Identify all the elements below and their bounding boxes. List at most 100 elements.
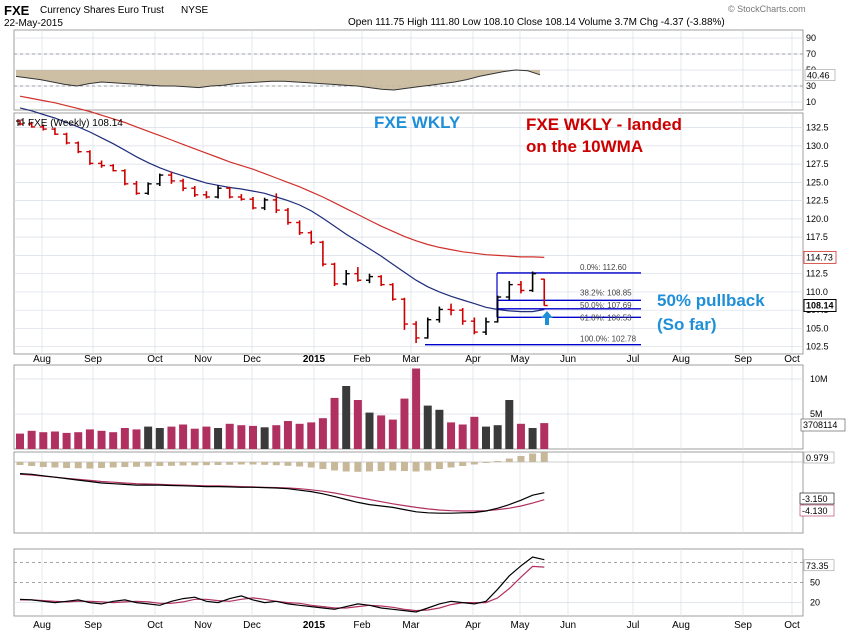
x-tick-label-bottom: 2015	[303, 620, 326, 631]
macd-value-tag-box	[799, 492, 835, 505]
price-tick-label: 102.5	[806, 342, 829, 352]
volume-bar	[540, 423, 549, 449]
volume-bar	[318, 418, 327, 449]
macd-histogram-bar	[296, 462, 304, 467]
macd-histogram-bar	[191, 462, 199, 466]
close-value-tag-box	[803, 299, 837, 313]
macd-histogram-bar	[435, 462, 443, 469]
macd-histogram-bar	[202, 462, 210, 466]
volume-bar	[27, 430, 36, 449]
macd-histogram-bar	[319, 462, 327, 469]
macd-histogram-bar	[447, 462, 455, 468]
macd-histogram-bar	[179, 462, 187, 466]
macd-hist-tag-box	[803, 451, 835, 464]
ohlc-legend-icon	[16, 118, 25, 126]
volume-bar	[249, 425, 257, 449]
ma30-value-tag: 114.73	[806, 252, 833, 262]
panel-frame-vol	[13, 364, 804, 450]
volume-bar	[214, 428, 223, 449]
volume-bar	[132, 429, 141, 449]
price-tick-label: 122.5	[806, 196, 829, 206]
price-tick-label: 120.0	[806, 214, 829, 224]
volume-value-tag-box	[800, 418, 846, 432]
x-tick-label: Jun	[560, 354, 576, 365]
stoch-value-tag-box	[803, 559, 835, 572]
price-tick-label: 132.5	[806, 123, 829, 133]
stoch-tick-label: 50	[810, 578, 820, 588]
volume-bar	[342, 386, 351, 449]
x-tick-label: 2015	[303, 354, 326, 365]
rsi-tick-label: 30	[806, 81, 816, 91]
watermark: © StockCharts.com	[728, 4, 806, 14]
macd-histogram-bar	[144, 462, 152, 467]
x-tick-label: Aug	[672, 354, 690, 365]
volume-bar	[97, 430, 106, 449]
macd-histogram-bar	[249, 462, 257, 465]
rsi-tick-label: 10	[806, 97, 816, 107]
volume-bar	[353, 400, 362, 449]
x-tick-label: Mar	[402, 354, 420, 365]
volume-bar	[516, 423, 525, 449]
volume-bar	[458, 424, 467, 449]
x-tick-label-bottom: Jul	[627, 620, 640, 631]
panel-frame-price	[13, 112, 804, 355]
price-tick-label: 112.5	[806, 269, 828, 279]
rsi-line	[15, 69, 541, 91]
volume-bar	[423, 405, 432, 449]
macd-value-tag: -3.150	[802, 494, 828, 504]
x-tick-label-bottom: Nov	[194, 620, 212, 631]
stoch-k-line	[19, 556, 545, 613]
panel-frame-macd	[13, 451, 804, 534]
macd-histogram-bar	[261, 462, 269, 465]
volume-bar	[272, 425, 281, 449]
x-tick-label-bottom: Sep	[734, 620, 752, 631]
macd-histogram-bar	[505, 458, 513, 462]
volume-bar	[167, 426, 176, 449]
x-tick-label-bottom: May	[511, 620, 530, 631]
macd-histogram-bar	[354, 462, 362, 472]
macd-histogram-bar	[529, 453, 537, 462]
volume-bar	[16, 433, 24, 449]
volume-bar	[528, 428, 537, 449]
volume-bar	[39, 432, 48, 449]
ohlc-stats: Open 111.75 High 111.80 Low 108.10 Close…	[348, 17, 725, 28]
x-tick-label: Feb	[353, 354, 371, 365]
fib-label: 61.8%: 106.53	[580, 313, 632, 322]
annotation-landed-line2: on the 10WMA	[526, 137, 643, 156]
macd-histogram-bar	[28, 462, 36, 466]
x-tick-label: Sep	[84, 354, 102, 365]
ticker-symbol: FXE	[4, 3, 30, 18]
stoch-value-tag: 73.35	[806, 561, 829, 571]
x-tick-label-bottom: Oct	[784, 620, 800, 631]
x-tick-label: Aug	[33, 354, 51, 365]
macd-histogram-bar	[331, 462, 339, 471]
volume-bar	[120, 428, 129, 449]
price-tick-label: 130.0	[806, 141, 829, 151]
macd-histogram-bar	[167, 462, 175, 466]
macd-histogram-bar	[156, 462, 164, 466]
rsi-tick-label: 90	[806, 33, 816, 43]
x-tick-label: Sep	[734, 354, 752, 365]
x-tick-label: May	[511, 354, 530, 365]
macd-histogram-bar	[226, 462, 234, 465]
macd-signal-tag: -4.130	[802, 506, 828, 516]
macd-histogram-bar	[307, 462, 315, 468]
price-legend: FXE (Weekly) 108.14	[28, 118, 123, 129]
x-tick-label-bottom: Mar	[402, 620, 420, 631]
macd-histogram-bar	[424, 462, 432, 471]
panel-frame-sto	[13, 548, 804, 617]
volume-bar	[330, 397, 339, 449]
x-tick-label-bottom: Aug	[33, 620, 51, 631]
volume-bar	[237, 425, 246, 449]
volume-bar	[447, 422, 456, 449]
x-tick-label: Oct	[147, 354, 163, 365]
volume-bar	[50, 431, 59, 449]
macd-histogram-bar	[494, 461, 502, 462]
volume-bar	[202, 426, 211, 449]
volume-bar	[109, 432, 118, 449]
fib-label: 38.2%: 108.85	[580, 288, 632, 297]
volume-bar	[377, 415, 386, 449]
macd-histogram-bar	[459, 462, 467, 466]
annotation-fxe-wkly: FXE WKLY	[374, 113, 461, 132]
